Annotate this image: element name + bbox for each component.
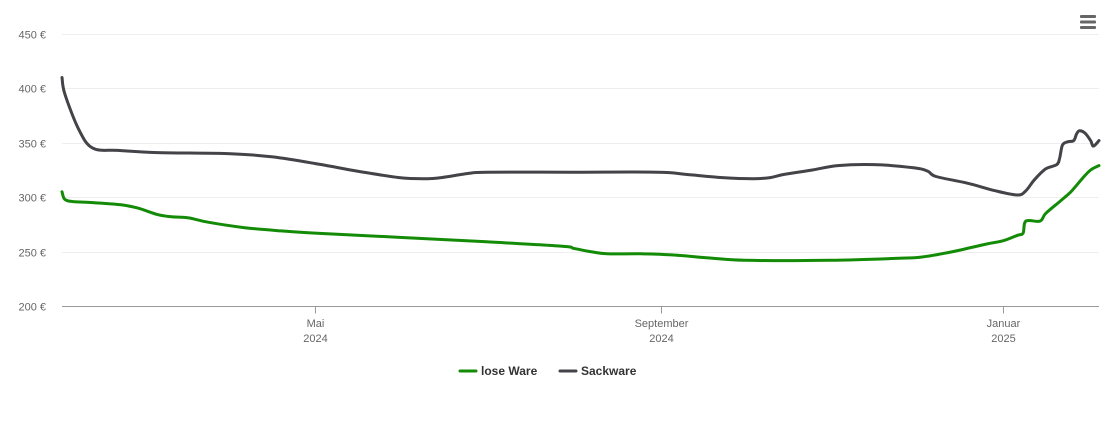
y-tick-label: 450 € bbox=[18, 30, 46, 42]
x-tick-year: 2024 bbox=[303, 333, 327, 345]
hamburger-menu-icon[interactable] bbox=[1076, 12, 1100, 32]
series-layer bbox=[60, 76, 1101, 263]
legend: lose Ware Sackware bbox=[458, 364, 637, 378]
x-tick-year: 2025 bbox=[991, 333, 1015, 345]
series-line-lose-ware bbox=[60, 164, 1101, 263]
x-tick-label: Mai 2024 bbox=[303, 318, 327, 345]
x-tick-month: Mai bbox=[307, 318, 325, 330]
x-tick-label: Januar 2025 bbox=[987, 318, 1021, 345]
y-tick-label: 300 € bbox=[18, 193, 46, 205]
y-tick-label: 200 € bbox=[18, 302, 46, 314]
legend-item-lose-ware[interactable]: lose Ware bbox=[458, 364, 538, 378]
x-axis bbox=[62, 306, 1099, 314]
x-tick-month: Januar bbox=[987, 318, 1021, 330]
series-line-sackware bbox=[60, 76, 1101, 197]
grid-layer bbox=[62, 34, 1099, 253]
legend-item-sackware[interactable]: Sackware bbox=[558, 364, 637, 378]
y-tick-label: 250 € bbox=[18, 248, 46, 260]
x-tick-label: September 2024 bbox=[635, 318, 689, 345]
legend-label: lose Ware bbox=[481, 364, 538, 378]
legend-label: Sackware bbox=[581, 364, 637, 378]
y-tick-label: 400 € bbox=[18, 84, 46, 96]
y-axis-labels: 200 € 250 € 300 € 350 € 400 € 450 € bbox=[18, 30, 46, 314]
x-tick-year: 2024 bbox=[649, 333, 673, 345]
y-tick-label: 350 € bbox=[18, 139, 46, 151]
x-axis-labels: Mai 2024 September 2024 Januar 2025 bbox=[303, 318, 1020, 345]
x-tick-month: September bbox=[635, 318, 689, 330]
